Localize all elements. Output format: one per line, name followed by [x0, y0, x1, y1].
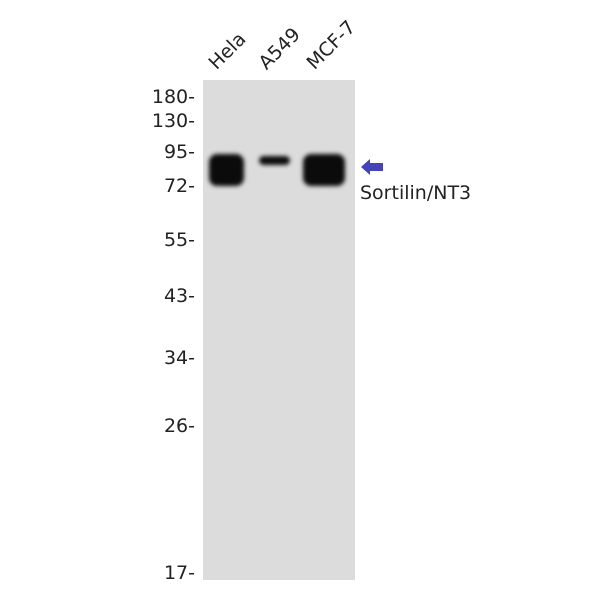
marker-130: 130- [151, 110, 195, 132]
band-hela [209, 154, 244, 186]
target-protein-label: Sortilin/NT3 [360, 182, 472, 204]
marker-55: 55- [163, 229, 195, 251]
marker-72: 72- [163, 175, 195, 197]
band-mcf7 [303, 154, 345, 186]
marker-26: 26- [163, 415, 195, 437]
marker-95: 95- [163, 141, 195, 163]
band-a549 [259, 156, 290, 165]
marker-34: 34- [163, 347, 195, 369]
marker-17: 17- [163, 562, 195, 584]
lane-label-mcf7: MCF-7 [302, 16, 361, 74]
marker-43: 43- [163, 285, 195, 307]
marker-180: 180- [151, 86, 195, 108]
lane-label-hela: Hela [204, 28, 251, 74]
lane-label-a549: A549 [254, 23, 305, 74]
blot-membrane [203, 80, 355, 580]
arrow-left-icon [361, 159, 383, 175]
